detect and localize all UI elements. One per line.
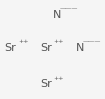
Text: ++: ++ <box>18 39 28 44</box>
Text: N: N <box>52 10 61 20</box>
Text: ++: ++ <box>54 76 64 81</box>
Text: Sr: Sr <box>4 42 16 53</box>
Text: Sr: Sr <box>40 79 52 89</box>
Text: N: N <box>76 42 84 53</box>
Text: ———: ——— <box>83 39 101 44</box>
Text: ++: ++ <box>54 39 64 44</box>
Text: Sr: Sr <box>40 42 52 53</box>
Text: ———: ——— <box>60 6 78 11</box>
